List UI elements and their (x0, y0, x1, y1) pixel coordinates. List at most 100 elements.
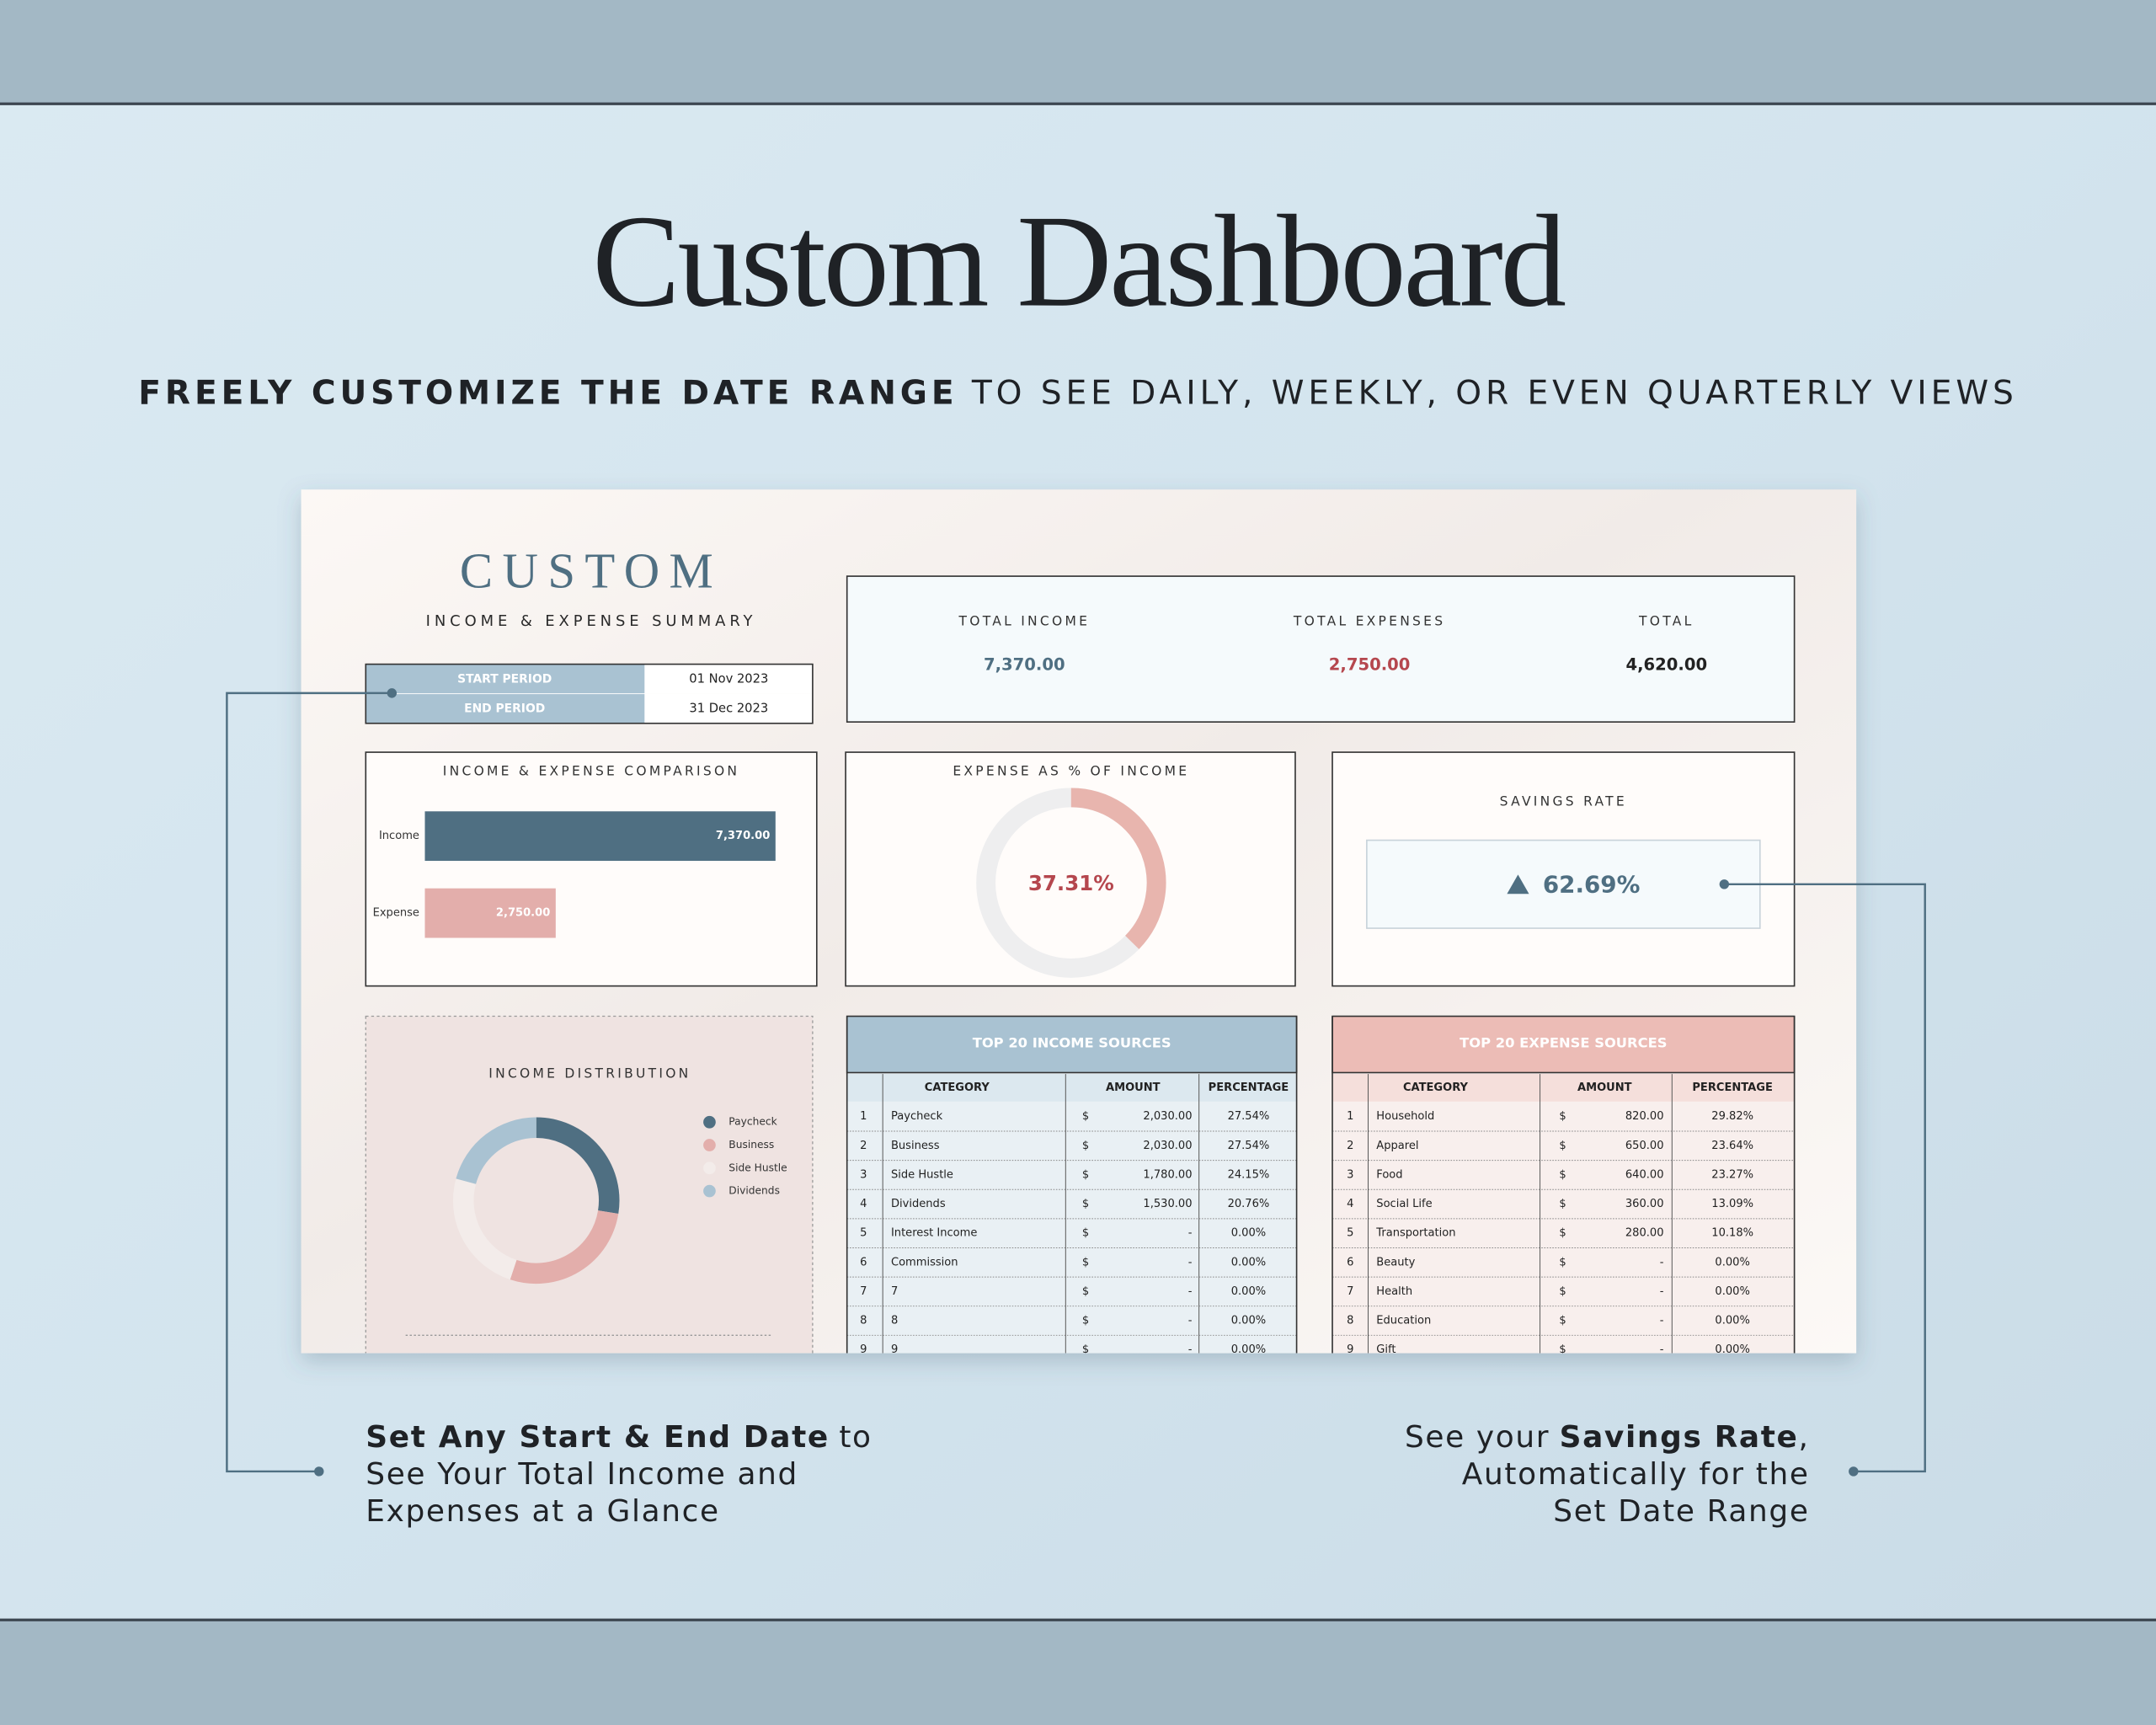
legend-swatch (703, 1139, 716, 1151)
donut-segment (536, 1117, 620, 1215)
callout-line: Automatically for the (1462, 1457, 1810, 1492)
chart-title: INCOME & EXPENSE COMPARISON (443, 763, 740, 778)
table-cell: $ (1082, 1285, 1089, 1298)
table-cell: 1,530.00 (1143, 1198, 1192, 1210)
table-cell: 8 (860, 1315, 867, 1327)
bottom-band (0, 1620, 2156, 1725)
table-cell: - (1188, 1285, 1193, 1298)
up-triangle (1507, 874, 1529, 895)
legend-label: Dividends (728, 1185, 780, 1197)
column-header: AMOUNT (1106, 1081, 1161, 1094)
donut-segment (510, 1210, 619, 1284)
total-value: 4,620.00 (1625, 655, 1707, 675)
legend-swatch (703, 1162, 716, 1175)
table-cell: 0.00% (1231, 1343, 1266, 1356)
period-value: 31 Dec 2023 (689, 702, 768, 716)
column-header: CATEGORY (925, 1081, 990, 1094)
table-cell: Beauty (1376, 1256, 1415, 1268)
table-cell: 2,030.00 (1143, 1140, 1192, 1152)
callout-line: Set Any Start & End Date to (366, 1420, 872, 1455)
savings-value: 62.69% (1543, 870, 1641, 898)
total-value: 7,370.00 (984, 655, 1065, 675)
table-cell: $ (1082, 1168, 1089, 1181)
table-cell: 7 (891, 1285, 898, 1298)
table-cell: 7 (860, 1285, 867, 1298)
table-cell: $ (1082, 1110, 1089, 1123)
table-cell: 2 (860, 1140, 867, 1152)
dot (314, 1466, 324, 1477)
donut-segment (456, 1117, 537, 1185)
callout-line: Expenses at a Glance (366, 1494, 719, 1529)
table-cell: Transportation (1375, 1227, 1455, 1240)
table-cell: $ (1559, 1256, 1566, 1268)
table-cell: 2,030.00 (1143, 1110, 1192, 1123)
left-connector (226, 692, 392, 1473)
table-cell: 280.00 (1625, 1227, 1664, 1240)
donut-arc (1070, 788, 1166, 949)
table-cell: 0.00% (1715, 1315, 1749, 1327)
sheet-subtitle: INCOME & EXPENSE SUMMARY (426, 612, 757, 630)
table-title: TOP 20 EXPENSE SOURCES (1460, 1035, 1667, 1051)
legend-label: Paycheck (728, 1116, 777, 1128)
column-header: PERCENTAGE (1692, 1081, 1773, 1094)
table-cell: Food (1376, 1168, 1402, 1181)
table-cell: Apparel (1376, 1140, 1418, 1152)
table-cell: Social Life (1376, 1198, 1432, 1210)
top-band (0, 0, 2156, 104)
table-cell: - (1188, 1343, 1193, 1356)
table-title: TOP 20 INCOME SOURCES (973, 1035, 1171, 1051)
table-cell: Side Hustle (891, 1168, 953, 1181)
category-label: Expense (373, 907, 419, 920)
period-value-cell (644, 693, 813, 724)
table-cell: 0.00% (1231, 1256, 1266, 1268)
table-cell: - (1660, 1285, 1664, 1298)
table-cell: 5 (860, 1227, 867, 1240)
card (845, 751, 1296, 987)
table-cell: $ (1559, 1227, 1566, 1240)
table-cell: 20.76% (1228, 1198, 1270, 1210)
table-cell: 0.00% (1231, 1227, 1266, 1240)
table-cell: 360.00 (1625, 1198, 1664, 1210)
donut-segment (452, 1178, 517, 1280)
callout-line: See your Savings Rate, (1405, 1420, 1810, 1455)
callout-text: , (1799, 1420, 1810, 1455)
column-header-bar (846, 1074, 1297, 1102)
right-callout: See your Savings Rate, Automatically for … (1405, 1420, 1810, 1529)
legend-label: Business (728, 1139, 774, 1151)
table-cell: 6 (1347, 1256, 1353, 1268)
table-cell: - (1660, 1315, 1664, 1327)
column-header: PERCENTAGE (1209, 1081, 1289, 1094)
table-cell: 640.00 (1625, 1168, 1664, 1181)
table-cell: 820.00 (1625, 1110, 1664, 1123)
left-callout: Set Any Start & End Date to See Your Tota… (366, 1420, 872, 1529)
subtitle-bold: FREELY CUSTOMIZE THE DATE RANGE (138, 374, 958, 412)
table-cell: 5 (1347, 1227, 1353, 1240)
table-cell: Business (891, 1140, 940, 1152)
callout-text: See your (1405, 1420, 1550, 1455)
connectors (226, 692, 1926, 1473)
chart-title: SAVINGS RATE (1500, 793, 1627, 809)
donut-label: 37.31% (1028, 871, 1114, 895)
column-header: CATEGORY (1403, 1081, 1469, 1094)
table-cell: 4 (1347, 1198, 1353, 1210)
dot (387, 688, 398, 698)
table-cell: $ (1559, 1285, 1566, 1298)
table-cell: $ (1082, 1140, 1089, 1152)
table-cell: 6 (860, 1256, 867, 1268)
total-label: TOTAL EXPENSES (1293, 613, 1445, 628)
dot (1849, 1466, 1859, 1477)
table-cell: 3 (1347, 1168, 1353, 1181)
savings-box (1366, 839, 1761, 929)
legend-swatch (703, 1184, 716, 1198)
table-cell: Commission (891, 1256, 958, 1268)
table-cell: 29.82% (1711, 1110, 1753, 1123)
table-cell: Interest Income (891, 1227, 977, 1240)
table-cell: 24.15% (1228, 1168, 1270, 1181)
value-label: 7,370.00 (716, 830, 770, 842)
subtitle-rest: TO SEE DAILY, WEEKLY, OR EVEN QUARTERLY … (971, 374, 2018, 412)
table-cell: Education (1376, 1315, 1431, 1327)
period-value: 01 Nov 2023 (689, 672, 768, 686)
bar (424, 888, 556, 938)
chart-title: INCOME DISTRIBUTION (488, 1066, 691, 1081)
table-cell: - (1188, 1315, 1193, 1327)
